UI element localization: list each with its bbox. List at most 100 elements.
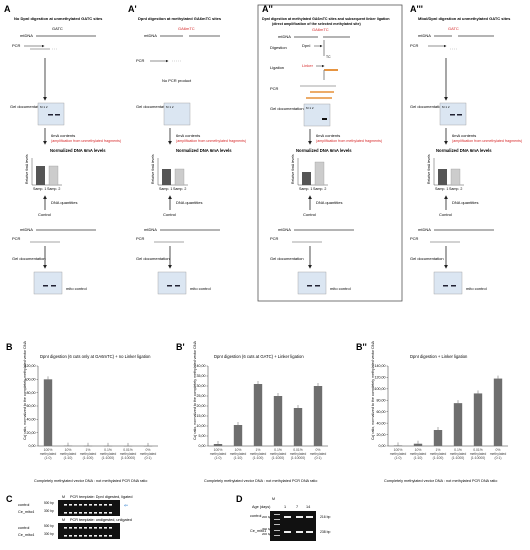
y-tick-label: 80,00 [27,391,36,395]
mini-bar [450,168,461,186]
bar-chart-b-double-prime: 0,00 20,00 40,00 60,00 80,00 100,00 120,00 140,… [375,364,508,460]
chart-title: DpnI digestion (6 cuts only at GA6mTC) +… [40,354,151,359]
gel-band [94,504,97,506]
x-tick-label: 0% [146,448,151,452]
gel-band [64,527,67,529]
gel-row-label: control [18,503,30,507]
panel-d: D Age (days) M 1 7 14 control Ce_mito1 2… [236,494,330,541]
band-size-label: 238 bp [320,530,330,534]
gel-ladder-band [274,514,280,515]
gel-band [175,285,180,287]
pcr-label: PCR [270,236,279,241]
gel-ladder-band [274,524,280,525]
mito-control-label: mito control [330,286,351,291]
normalized-label: Normalized DNA 6mA levels [50,148,106,153]
mini-bar [174,168,185,186]
gel-band [104,512,107,514]
mini-bar [302,172,311,185]
gel-bands [64,527,112,537]
mini-bar [48,165,59,186]
gel-band [306,531,313,533]
dna-quantities-label: DNA quantities [51,200,77,205]
gel-band [99,527,102,529]
x-tick-label: 10% [235,448,242,452]
gel-lanes: M 1 2 [40,105,48,109]
panel-a-double-prime: A'' DpnI digestion at methylated GA6mTC … [257,4,403,302]
panel-b-double-prime: B'' DpnI digestion + Linker ligation Cq'… [356,340,508,483]
gel-doc-label: Gel documentation [410,256,444,261]
gel-band [104,527,107,529]
gel-image [270,511,316,541]
y-tick-label: 0,00 [379,444,386,448]
panel-letter: A [4,4,11,14]
x-tick-label: (1:10) [414,456,423,460]
gel-band [79,512,82,514]
bar [43,379,53,446]
y-tick-label: 20,00 [27,431,36,435]
gel-ladder-band [274,535,280,536]
panel-letter: B [6,342,13,352]
gel-doc-label: Gel documentation [136,104,170,109]
gel-image [297,271,327,295]
x-tick-label: methylated [410,452,427,456]
y-tick-label: 20,00 [197,404,206,408]
bar [233,425,243,446]
panel-a: A No DpnI digestion at unmethylated GATC… [4,4,121,295]
gel-band [64,504,67,506]
mtdna-label: mtDNA [278,34,291,39]
gel-band [296,531,303,533]
control-label: Control [439,212,452,217]
x-tick-label: methylated [470,452,487,456]
sixma-label: 6mA contents [51,133,75,138]
x-tick-label: (1:10) [64,456,73,460]
gel-band [84,504,87,506]
gel-image [33,271,63,295]
gel-doc-label: Gel documentation [136,256,170,261]
x-tick-label: methylated [210,452,227,456]
y-tick-label: 25,00 [197,394,206,398]
size-label: 200 bp [262,532,272,536]
bar [493,378,503,446]
y-tick-label: 0,00 [199,444,206,448]
bar [273,396,283,446]
gel-band [167,285,172,287]
gel-band [74,512,77,514]
y-tick-label: 15,00 [197,414,206,418]
gel-band [69,512,72,514]
gel-band [51,285,56,287]
x-tick-label: methylated [290,452,307,456]
mtdna-label: mtDNA [20,33,33,38]
x-tick-label: 100% [214,448,223,452]
y-axis-label: Cq' ratio, normalized to the completely … [23,340,27,440]
panel-border [257,4,403,302]
mini-x-label: Samp. 2 [173,187,186,191]
gel-band [99,504,102,506]
sixma-label: 6mA contents [316,133,340,138]
mini-y-label: Relative 6mA levels [25,154,29,184]
age-value: 14 [306,505,310,509]
gel-band [457,114,462,116]
gel-band [69,535,72,537]
sixma-label: 6mA contents [176,133,200,138]
y-tick-label: 100,00 [375,387,386,391]
gel-band [109,512,112,514]
mtdna-label: mtDNA [144,33,157,38]
gel-band [307,285,312,287]
x-tick-label: (1:0) [215,456,222,460]
gel-band [99,535,102,537]
size-label: 300 bp [262,527,272,531]
x-tick-label: 0.1% [274,448,282,452]
gel-band [284,531,291,533]
gel-band [109,535,112,537]
dpni-label: DpnI [302,43,310,48]
gel-band [89,535,92,537]
gel-image [433,271,463,295]
site-label: GA6mTC [312,27,329,32]
mini-x-label: Samp. 1 [299,187,312,191]
pcr-label: PCR [410,43,419,48]
x-axis-label: Completely methylated vector DNA : not m… [34,479,147,483]
age-value: 7 [296,505,298,509]
gel-band [84,512,87,514]
x-tick-label: 100% [394,448,403,452]
